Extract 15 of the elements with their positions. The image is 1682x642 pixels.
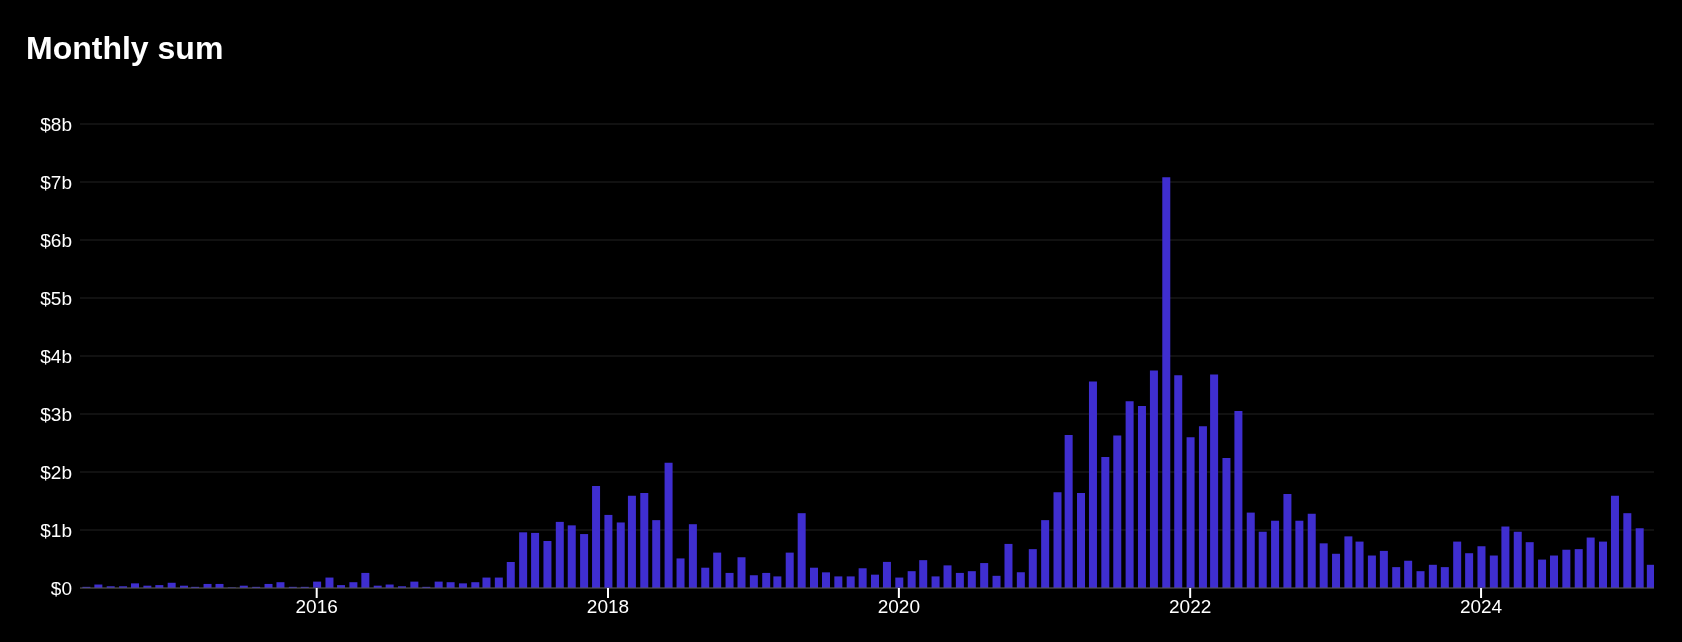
y-tick-label: $3b (40, 403, 72, 425)
x-tick-label: 2016 (295, 596, 338, 618)
x-tick-label: 2018 (586, 596, 630, 618)
y-tick-label: $2b (40, 461, 72, 483)
chart-title: Monthly sum (26, 30, 224, 67)
x-tick-label: 2024 (1459, 596, 1503, 618)
y-tick-label: $7b (40, 171, 72, 193)
y-tick-label: $1b (40, 519, 72, 541)
y-tick-label: $8b (40, 113, 72, 135)
x-tick-label: 2020 (877, 596, 921, 618)
y-tick-label: $4b (40, 345, 72, 367)
y-tick-label: $5b (40, 287, 72, 309)
x-tick-label: 2022 (1169, 596, 1212, 618)
y-tick-label: $6b (40, 229, 72, 251)
y-tick-label: $0 (50, 577, 72, 599)
